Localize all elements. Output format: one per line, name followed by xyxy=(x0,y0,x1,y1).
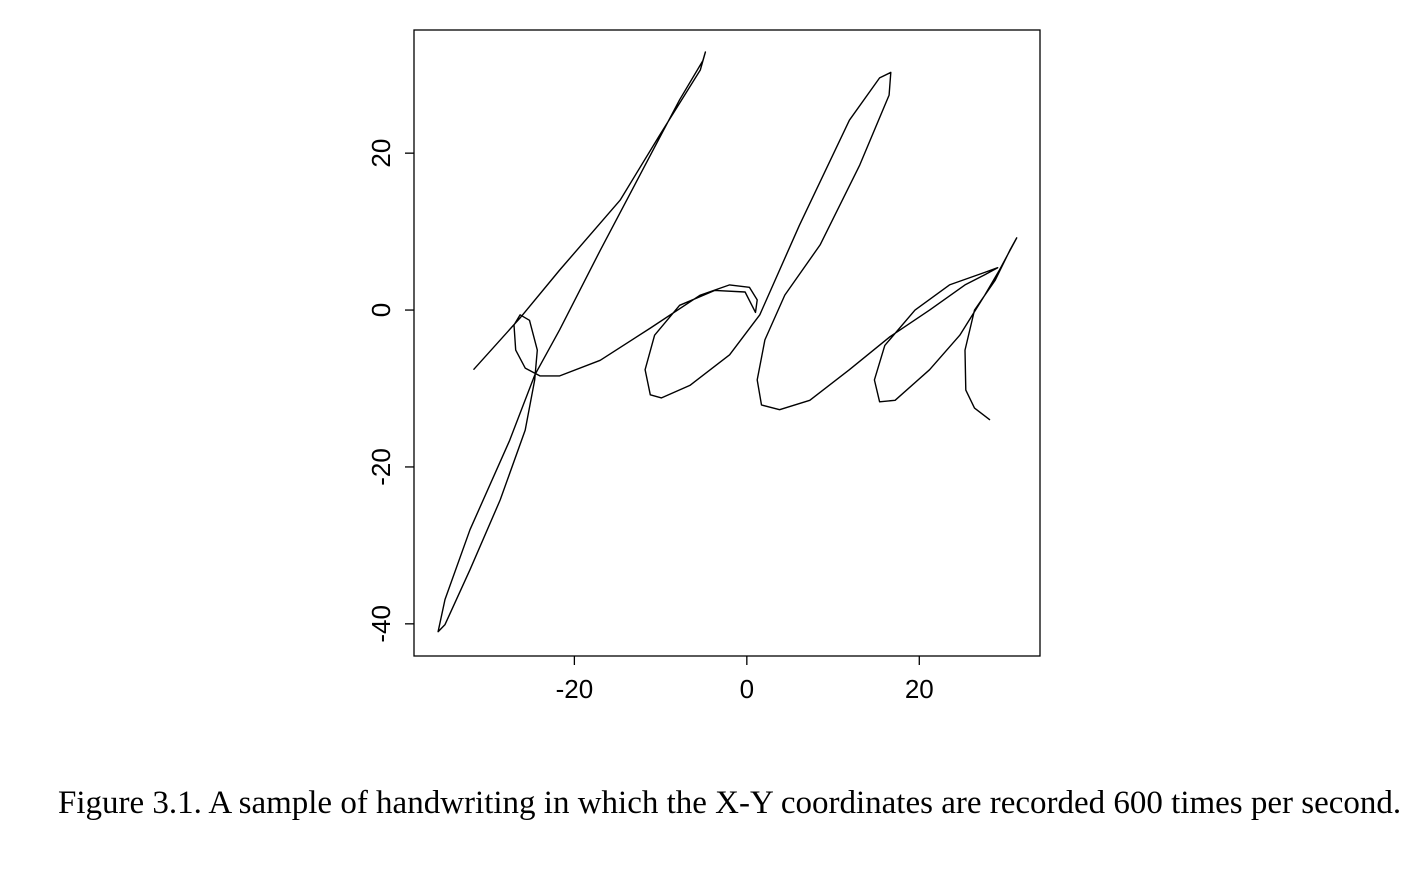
x-tick-label: -20 xyxy=(556,674,594,704)
y-tick-label: -40 xyxy=(366,605,396,643)
x-tick-label: 0 xyxy=(740,674,754,704)
x-tick-label: 20 xyxy=(905,674,934,704)
chart: -20 0 20 -40 -20 0 20 xyxy=(366,29,1041,704)
y-tick-label: 0 xyxy=(366,303,396,317)
figure-caption: Figure 3.1. A sample of handwriting in w… xyxy=(58,785,1402,821)
plot-frame xyxy=(413,29,1041,657)
y-tick-label: -20 xyxy=(366,448,396,486)
y-tick-label: 20 xyxy=(366,139,396,168)
handwriting-trace xyxy=(437,51,1018,633)
